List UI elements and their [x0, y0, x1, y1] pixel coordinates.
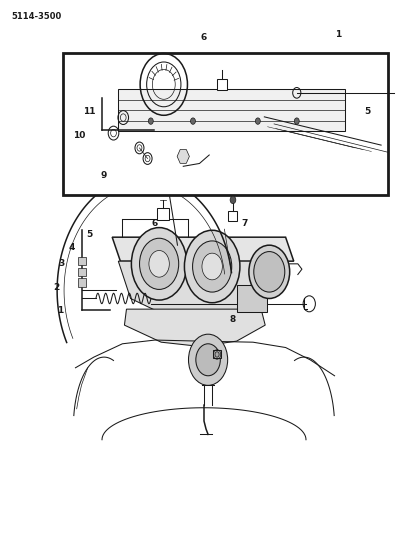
Polygon shape — [124, 309, 265, 346]
Circle shape — [131, 228, 187, 300]
Text: 4: 4 — [68, 244, 75, 252]
Text: 5: 5 — [86, 230, 93, 239]
Bar — [78, 278, 86, 287]
Text: 6: 6 — [152, 220, 158, 228]
Circle shape — [255, 118, 260, 124]
Text: 1: 1 — [57, 306, 64, 314]
Text: 2: 2 — [53, 284, 60, 292]
Bar — [213, 350, 221, 358]
Polygon shape — [118, 261, 273, 317]
Polygon shape — [177, 149, 189, 163]
Bar — [118, 88, 346, 131]
Text: 11: 11 — [83, 108, 95, 116]
Text: 5114-3500: 5114-3500 — [11, 12, 61, 21]
Circle shape — [196, 344, 220, 376]
Text: 9: 9 — [101, 172, 107, 180]
Circle shape — [191, 118, 195, 124]
Bar — [228, 211, 237, 221]
Text: 5: 5 — [364, 108, 370, 116]
Polygon shape — [112, 237, 294, 261]
Bar — [63, 53, 388, 195]
Circle shape — [294, 118, 299, 124]
Circle shape — [230, 196, 236, 204]
Text: 3: 3 — [58, 260, 64, 268]
Circle shape — [149, 118, 153, 124]
Circle shape — [254, 252, 285, 292]
Circle shape — [140, 238, 179, 289]
Text: 8: 8 — [229, 316, 236, 324]
Text: 7: 7 — [242, 220, 248, 228]
Bar — [237, 285, 267, 312]
Circle shape — [184, 230, 240, 303]
Circle shape — [249, 245, 290, 298]
Circle shape — [202, 253, 222, 280]
Bar — [78, 268, 86, 276]
Bar — [217, 79, 227, 90]
Bar — [157, 208, 169, 220]
Circle shape — [193, 241, 232, 292]
Bar — [78, 257, 86, 265]
Circle shape — [188, 334, 228, 385]
Text: 1: 1 — [335, 30, 342, 39]
Circle shape — [149, 251, 169, 277]
Text: 10: 10 — [73, 132, 86, 140]
Text: 6: 6 — [201, 33, 207, 42]
